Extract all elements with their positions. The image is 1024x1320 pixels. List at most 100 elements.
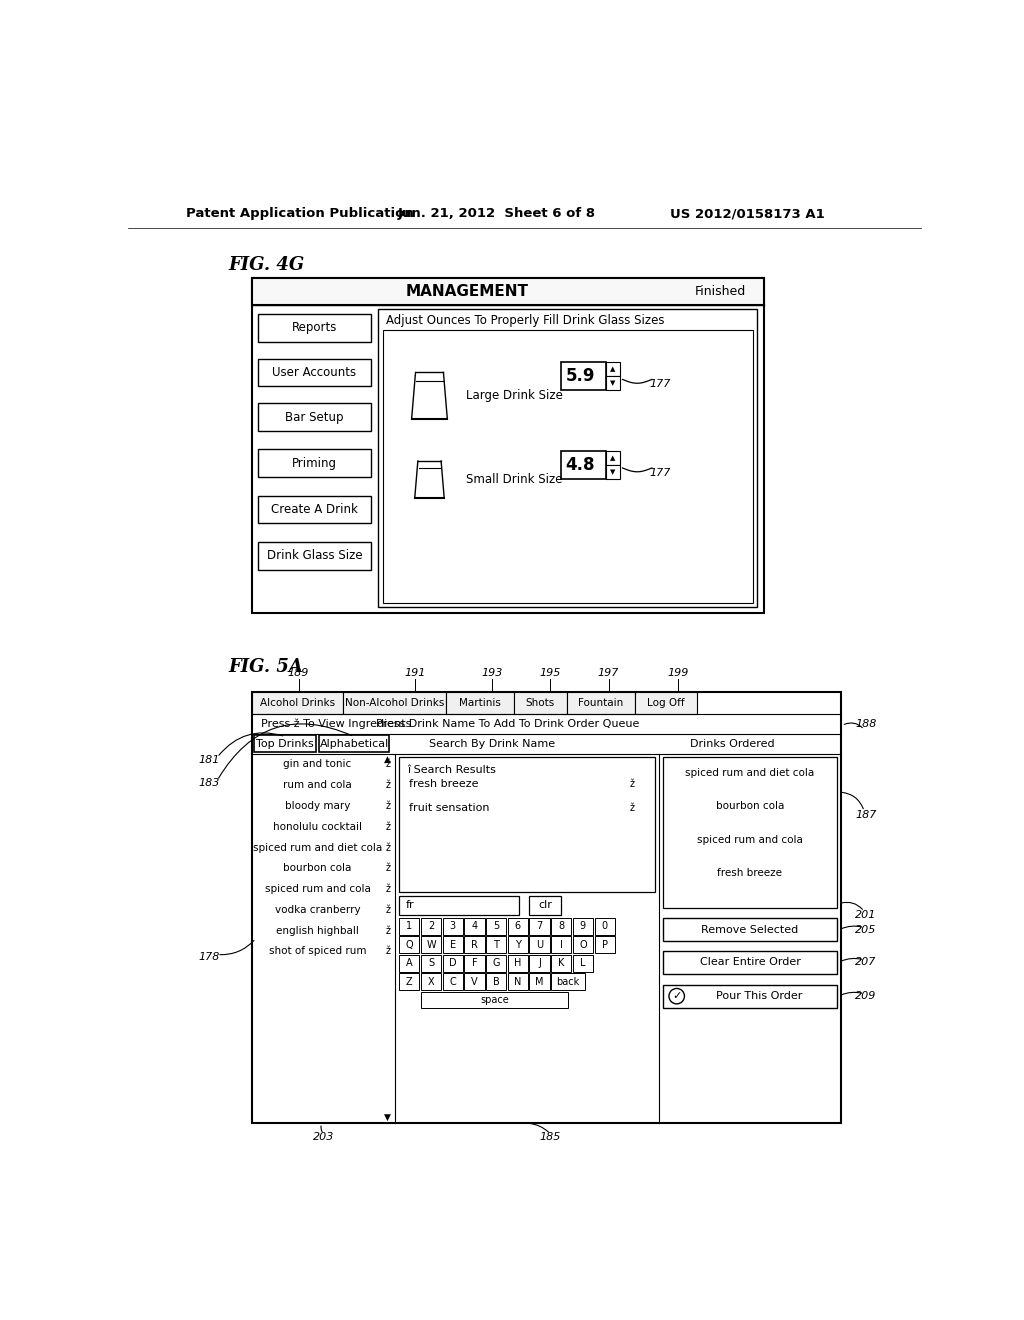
Text: Drink Glass Size: Drink Glass Size xyxy=(266,549,362,562)
Text: 3: 3 xyxy=(450,921,456,931)
Text: Z: Z xyxy=(406,977,413,986)
Bar xyxy=(442,973,463,990)
Bar xyxy=(399,973,420,990)
Text: Remove Selected: Remove Selected xyxy=(701,925,799,935)
Text: bloody mary: bloody mary xyxy=(285,801,350,810)
Text: C: C xyxy=(450,977,456,986)
Bar xyxy=(529,973,550,990)
Text: Create A Drink: Create A Drink xyxy=(271,503,357,516)
Text: 195: 195 xyxy=(540,668,561,677)
Bar xyxy=(486,917,506,935)
Bar xyxy=(252,692,841,1123)
Bar xyxy=(529,917,550,935)
Bar xyxy=(486,936,506,953)
Text: ž: ž xyxy=(385,863,390,874)
Text: Finished: Finished xyxy=(695,285,746,298)
Text: gin and tonic: gin and tonic xyxy=(284,759,351,770)
Text: î Search Results: î Search Results xyxy=(407,764,496,775)
Text: E: E xyxy=(450,940,456,949)
Text: fr: fr xyxy=(406,900,414,911)
Bar xyxy=(528,896,561,915)
Bar xyxy=(378,309,758,607)
Bar xyxy=(606,376,621,391)
Text: Top Drinks: Top Drinks xyxy=(256,739,314,748)
Text: R: R xyxy=(471,940,478,949)
Text: 7: 7 xyxy=(537,921,543,931)
Text: Large Drink Size: Large Drink Size xyxy=(466,389,563,403)
Bar xyxy=(421,973,441,990)
Text: english highball: english highball xyxy=(276,925,359,936)
Bar xyxy=(572,917,593,935)
Bar xyxy=(663,919,838,941)
Text: Shots: Shots xyxy=(525,698,555,708)
Bar xyxy=(258,543,371,570)
Text: L: L xyxy=(581,958,586,968)
Text: F: F xyxy=(472,958,477,968)
Text: ▼: ▼ xyxy=(610,380,615,387)
Bar xyxy=(252,277,764,612)
Text: G: G xyxy=(493,958,500,968)
Text: clr: clr xyxy=(538,900,552,911)
Text: User Accounts: User Accounts xyxy=(272,366,356,379)
Text: S: S xyxy=(428,958,434,968)
Bar xyxy=(421,954,441,972)
Bar xyxy=(551,954,571,972)
Bar xyxy=(635,692,697,714)
Text: ž: ž xyxy=(385,780,390,791)
Bar xyxy=(343,692,445,714)
Text: 4.8: 4.8 xyxy=(565,455,595,474)
Text: T: T xyxy=(494,940,499,949)
Text: 201: 201 xyxy=(855,911,877,920)
Bar xyxy=(258,359,371,387)
Text: ž: ž xyxy=(385,822,390,832)
Text: 6: 6 xyxy=(515,921,521,931)
Bar xyxy=(254,735,316,752)
Bar xyxy=(561,363,606,391)
Bar xyxy=(514,692,566,714)
Bar xyxy=(606,363,621,376)
Text: Bar Setup: Bar Setup xyxy=(285,411,344,424)
Bar xyxy=(399,917,420,935)
Bar xyxy=(606,451,621,465)
Bar xyxy=(486,973,506,990)
Text: Alcohol Drinks: Alcohol Drinks xyxy=(260,698,335,708)
Text: 8: 8 xyxy=(558,921,564,931)
Bar xyxy=(561,451,606,479)
Bar xyxy=(572,954,593,972)
Bar xyxy=(551,973,586,990)
Text: Non-Alcohol Drinks: Non-Alcohol Drinks xyxy=(345,698,444,708)
Text: 205: 205 xyxy=(855,925,877,935)
Text: 4: 4 xyxy=(471,921,477,931)
Text: 207: 207 xyxy=(855,957,877,968)
Bar xyxy=(258,496,371,524)
Text: 189: 189 xyxy=(288,668,309,677)
Bar xyxy=(606,465,621,479)
Bar xyxy=(399,936,420,953)
Text: fruit sensation: fruit sensation xyxy=(409,803,489,813)
Text: bourbon cola: bourbon cola xyxy=(284,863,351,874)
Text: ▲: ▲ xyxy=(610,367,615,372)
Text: fresh breeze: fresh breeze xyxy=(718,869,782,878)
Text: 203: 203 xyxy=(313,1133,335,1142)
Text: 181: 181 xyxy=(199,755,220,764)
Text: P: P xyxy=(602,940,607,949)
Text: 2: 2 xyxy=(428,921,434,931)
Text: J: J xyxy=(538,958,541,968)
Text: 5.9: 5.9 xyxy=(565,367,595,385)
Text: spiced rum and cola: spiced rum and cola xyxy=(697,834,803,845)
Text: K: K xyxy=(558,958,564,968)
Bar xyxy=(663,950,838,974)
Bar xyxy=(258,404,371,430)
Text: A: A xyxy=(406,958,413,968)
Text: Fountain: Fountain xyxy=(579,698,624,708)
Text: vodka cranberry: vodka cranberry xyxy=(274,906,360,915)
Text: bourbon cola: bourbon cola xyxy=(716,801,784,812)
Text: 188: 188 xyxy=(855,718,877,729)
Text: Q: Q xyxy=(406,940,413,949)
Text: I: I xyxy=(560,940,562,949)
Bar xyxy=(551,917,571,935)
Bar xyxy=(399,896,519,915)
Text: ▼: ▼ xyxy=(384,1113,391,1122)
Bar xyxy=(464,973,484,990)
Text: ž: ž xyxy=(385,906,390,915)
